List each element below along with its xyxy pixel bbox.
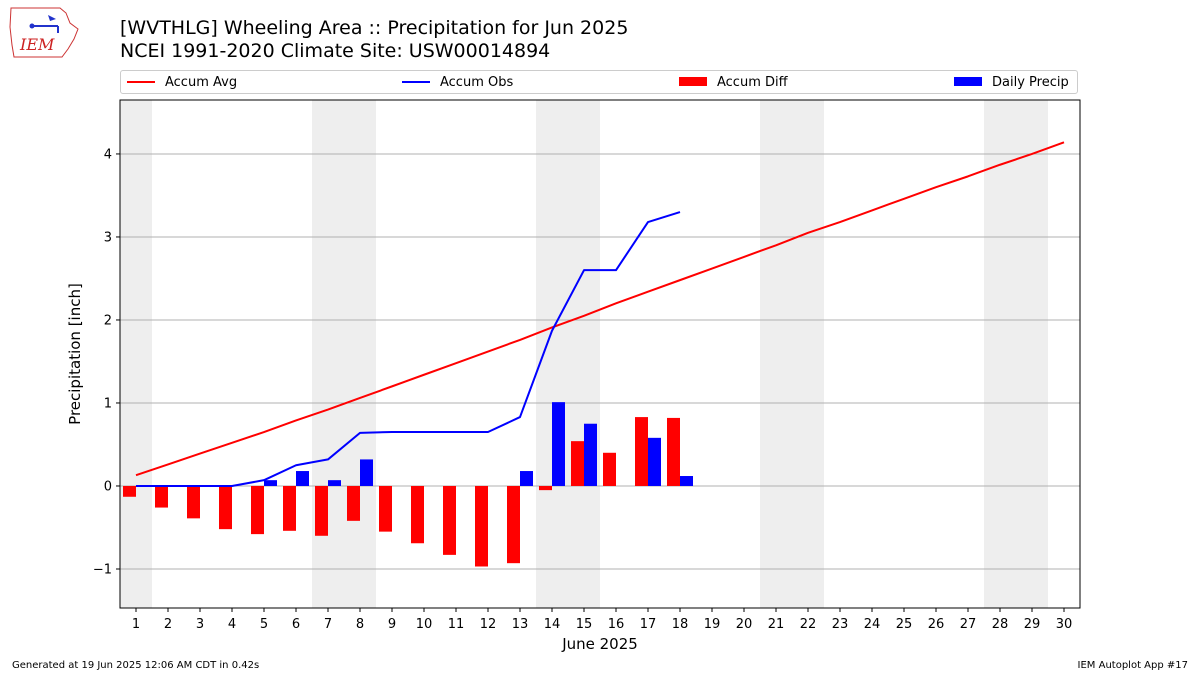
weekend-shade (536, 100, 600, 608)
daily-precip-bar (328, 480, 341, 486)
accum-diff-bar (155, 485, 168, 508)
legend-swatch (127, 80, 155, 83)
legend-swatch (402, 80, 430, 83)
logo-text: IEM (19, 35, 55, 54)
x-tick-label: 17 (640, 617, 657, 632)
accum-diff-bar (123, 485, 136, 497)
x-tick-label: 7 (324, 617, 332, 632)
accum-diff-bar (507, 485, 520, 564)
y-tick-label: 1 (104, 396, 112, 411)
x-tick-label: 8 (356, 617, 364, 632)
x-tick-label: 22 (800, 617, 817, 632)
weekend-shade (120, 100, 152, 608)
legend-label: Daily Precip (992, 75, 1069, 90)
daily-precip-bar (360, 459, 373, 486)
x-tick-label: 9 (388, 617, 396, 632)
x-tick-label: 10 (416, 617, 433, 632)
accum-obs-line (136, 211, 681, 487)
accum-diff-bar (603, 452, 616, 486)
x-tick-label: 3 (196, 617, 204, 632)
chart-title: [WVTHLG] Wheeling Area :: Precipitation … (120, 17, 629, 39)
daily-precip-bar (648, 437, 661, 486)
y-tick-label: 3 (104, 230, 112, 245)
accum-diff-bar (187, 485, 200, 519)
accum-diff-bar (539, 485, 552, 491)
x-tick-label: 1 (132, 617, 140, 632)
plot-frame (119, 99, 1081, 609)
x-tick-label: 28 (992, 617, 1009, 632)
iem-logo: IEM (9, 7, 79, 58)
x-tick-label: 5 (260, 617, 268, 632)
x-tick-label: 21 (768, 617, 785, 632)
y-tick-label: 0 (104, 479, 112, 494)
y-tick-label: 4 (104, 147, 112, 162)
accum-diff-bar (443, 485, 456, 555)
accum-diff-bar (571, 441, 584, 486)
x-tick-label: 16 (608, 617, 625, 632)
x-tick-label: 2 (164, 617, 172, 632)
legend-item-daily-precip: Daily Precip (954, 74, 1069, 92)
x-tick-label: 30 (1056, 617, 1073, 632)
accum-diff-bar (347, 485, 360, 521)
x-tick-label: 19 (704, 617, 721, 632)
y-axis-label: Precipitation [inch] (66, 283, 84, 425)
x-axis-label: June 2025 (561, 635, 638, 653)
daily-precip-bar (584, 423, 597, 486)
daily-precip-bar (680, 476, 693, 486)
accum-diff-bar (283, 485, 296, 531)
accum-diff-bar (411, 485, 424, 544)
accum-diff-bar (635, 417, 648, 486)
iowa-outline-icon (9, 7, 79, 58)
x-tick-label: 24 (864, 617, 881, 632)
x-tick-label: 23 (832, 617, 849, 632)
accum-diff-bar (219, 485, 232, 530)
daily-precip-bar (520, 471, 533, 486)
accum-diff-bar (315, 485, 328, 536)
daily-precip-bar (264, 480, 277, 486)
daily-precip-bar (552, 402, 565, 486)
legend-item-accum-avg: Accum Avg (127, 74, 237, 92)
accum-diff-bar (251, 485, 264, 535)
footer-app: IEM Autoplot App #17 (1077, 660, 1188, 671)
x-tick-label: 26 (928, 617, 945, 632)
x-tick-label: 15 (576, 617, 593, 632)
y-tick-label: −1 (93, 562, 112, 577)
y-tick-label: 2 (104, 313, 112, 328)
x-tick-label: 18 (672, 617, 689, 632)
x-tick-label: 4 (228, 617, 236, 632)
accum-diff-bar (475, 485, 488, 567)
x-tick-label: 12 (480, 617, 497, 632)
accum-avg-line (135, 141, 1065, 477)
weekend-shade (760, 100, 824, 608)
legend-label: Accum Avg (165, 75, 238, 90)
legend-swatch (954, 77, 982, 86)
accum-diff-bar (667, 417, 680, 486)
legend-label: Accum Obs (440, 75, 514, 90)
chart-subtitle: NCEI 1991-2020 Climate Site: USW00014894 (120, 40, 551, 62)
chart-legend: Accum Avg Accum Obs Accum Diff Daily Pre… (120, 70, 1078, 94)
legend-item-accum-diff: Accum Diff (679, 74, 788, 92)
x-tick-label: 20 (736, 617, 753, 632)
accum-diff-bar (379, 485, 392, 532)
x-tick-label: 11 (448, 617, 465, 632)
legend-swatch (679, 77, 707, 86)
legend-item-accum-obs: Accum Obs (402, 74, 513, 92)
x-tick-label: 27 (960, 617, 977, 632)
x-tick-label: 14 (544, 617, 561, 632)
x-tick-label: 6 (292, 617, 300, 632)
x-tick-label: 29 (1024, 617, 1041, 632)
x-tick-label: 25 (896, 617, 913, 632)
x-tick-label: 13 (512, 617, 529, 632)
daily-precip-bar (296, 471, 309, 486)
footer-generated: Generated at 19 Jun 2025 12:06 AM CDT in… (12, 660, 260, 671)
weekend-shade (984, 100, 1048, 608)
legend-label: Accum Diff (717, 75, 788, 90)
